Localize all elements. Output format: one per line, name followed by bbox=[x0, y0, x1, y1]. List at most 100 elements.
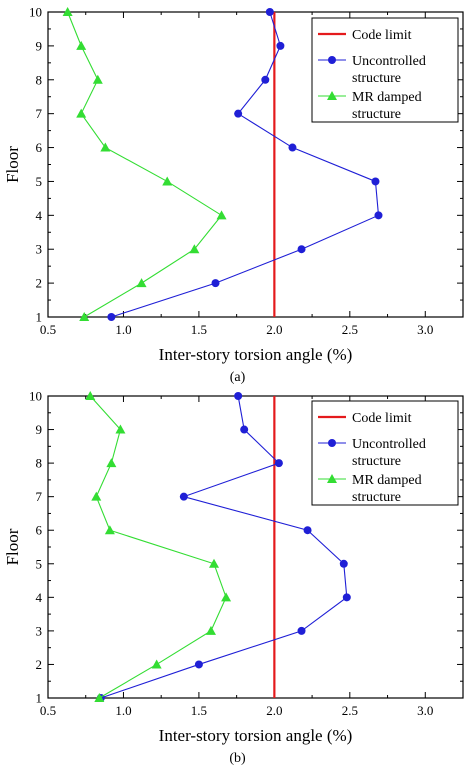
series-line-uncontrolled bbox=[111, 11, 380, 318]
uncontrolled-point-floor-2 bbox=[211, 279, 220, 288]
legend-entry-text: MR damped bbox=[352, 473, 422, 488]
legend-swatch-marker bbox=[327, 91, 337, 100]
mr-damped-point-floor-6 bbox=[104, 525, 115, 535]
mr-damped-point-floor-5 bbox=[162, 176, 173, 186]
mr-damped-point-floor-10 bbox=[85, 391, 96, 400]
y-tick-label: 10 bbox=[29, 5, 42, 20]
legend-box bbox=[311, 17, 459, 123]
uncontrolled-point-floor-4 bbox=[374, 211, 383, 220]
uncontrolled-point-floor-7 bbox=[179, 492, 188, 501]
mr-damped-point-floor-10 bbox=[62, 7, 73, 16]
y-axis-label: Floor bbox=[3, 528, 22, 565]
y-tick-label: 3 bbox=[36, 242, 43, 257]
x-tick-label: 2.5 bbox=[342, 322, 358, 337]
y-tick-label: 3 bbox=[36, 623, 43, 638]
x-tick-label: 1.5 bbox=[191, 703, 207, 718]
uncontrolled-point-floor-5 bbox=[371, 177, 380, 186]
legend-box bbox=[311, 400, 459, 506]
y-tick-label: 2 bbox=[36, 657, 43, 672]
x-tick-label: 3.0 bbox=[417, 322, 433, 337]
x-tick-label: 1.5 bbox=[191, 322, 207, 337]
uncontrolled-point-floor-1 bbox=[107, 313, 116, 321]
uncontrolled-point-floor-7 bbox=[234, 109, 243, 118]
y-tick-label: 8 bbox=[36, 72, 43, 87]
legend-swatch-marker bbox=[328, 56, 336, 64]
mr-damped-point-floor-4 bbox=[216, 210, 227, 220]
x-tick-label: 0.5 bbox=[40, 703, 56, 718]
y-tick-label: 2 bbox=[36, 276, 43, 291]
legend: Code limit Uncontrolled structure MR damped… bbox=[311, 400, 459, 506]
mr-damped-point-floor-1 bbox=[94, 693, 105, 702]
legend-entry-text: Uncontrolled bbox=[352, 437, 426, 452]
mr-damped-point-floor-2 bbox=[136, 278, 147, 288]
y-axis-label: Floor bbox=[3, 146, 22, 183]
y-tick-label: 5 bbox=[36, 556, 43, 571]
y-tick-label: 6 bbox=[36, 140, 43, 155]
y-tick-label: 9 bbox=[36, 422, 43, 437]
uncontrolled-point-floor-10 bbox=[234, 392, 243, 400]
y-tick-label: 5 bbox=[36, 174, 43, 189]
uncontrolled-point-floor-9 bbox=[240, 425, 249, 434]
uncontrolled-point-floor-8 bbox=[261, 75, 270, 84]
chart-a: 0.5 1.0 1.5 2.0 2.5 3.0 1 2 3 4 5 6 7 8 9 10 Inter-story… bbox=[3, 5, 464, 385]
y-tick-label: 7 bbox=[36, 489, 43, 504]
y-tick-label: 7 bbox=[36, 106, 43, 121]
x-tick-label: 3.0 bbox=[417, 703, 433, 718]
mr-damped-point-floor-4 bbox=[221, 592, 232, 602]
uncontrolled-point-floor-9 bbox=[276, 41, 285, 50]
x-tick-label: 0.5 bbox=[40, 322, 56, 337]
mr-damped-point-floor-9 bbox=[115, 424, 126, 434]
legend-entry-text: structure bbox=[352, 490, 401, 505]
uncontrolled-point-floor-4 bbox=[342, 593, 351, 602]
y-tick-label: 4 bbox=[36, 590, 43, 605]
x-tick-label: 2.0 bbox=[266, 703, 282, 718]
x-tick-label: 1.0 bbox=[115, 703, 131, 718]
legend-entry-text: Uncontrolled bbox=[352, 54, 426, 69]
mr-damped-point-floor-6 bbox=[100, 142, 111, 152]
y-tick-label: 1 bbox=[36, 691, 43, 706]
mr-damped-point-floor-8 bbox=[106, 458, 117, 468]
mr-damped-point-floor-9 bbox=[76, 40, 87, 50]
x-tick-label: 1.0 bbox=[115, 322, 131, 337]
mr-damped-point-floor-1 bbox=[79, 312, 90, 321]
uncontrolled-point-floor-3 bbox=[297, 245, 306, 254]
series-line-mr-damped bbox=[67, 11, 223, 318]
y-tick-label: 9 bbox=[36, 38, 43, 53]
uncontrolled-point-floor-8 bbox=[274, 459, 283, 468]
uncontrolled-point-floor-6 bbox=[303, 526, 312, 535]
x-axis-label: Inter-story torsion angle (%) bbox=[159, 345, 353, 364]
uncontrolled-point-floor-5 bbox=[339, 559, 348, 568]
uncontrolled-point-floor-2 bbox=[194, 660, 203, 669]
y-tick-label: 6 bbox=[36, 523, 43, 538]
mr-damped-point-floor-7 bbox=[76, 108, 87, 118]
x-tick-label: 2.5 bbox=[342, 703, 358, 718]
uncontrolled-point-floor-3 bbox=[297, 626, 306, 635]
chart-b: 0.5 1.0 1.5 2.0 2.5 3.0 1 2 3 4 5 6 7 8 9 10 Inter-story… bbox=[3, 389, 464, 766]
uncontrolled-point-floor-10 bbox=[265, 8, 274, 16]
y-tick-label: 8 bbox=[36, 456, 43, 471]
legend-entry-text: structure bbox=[352, 107, 401, 122]
y-tick-label: 4 bbox=[36, 208, 43, 223]
series-line-mr-damped bbox=[89, 395, 227, 699]
uncontrolled-point-floor-6 bbox=[288, 143, 297, 152]
legend-entry-text: Code limit bbox=[352, 411, 412, 426]
legend-entry-text: Code limit bbox=[352, 28, 412, 43]
legend-swatch-marker bbox=[328, 439, 336, 447]
mr-damped-point-floor-5 bbox=[209, 558, 219, 568]
figure-caption: (a) bbox=[230, 370, 246, 385]
legend-swatch-marker bbox=[327, 474, 337, 483]
mr-damped-point-floor-2 bbox=[151, 659, 162, 669]
y-tick-label: 10 bbox=[29, 389, 42, 404]
legend: Code limit Uncontrolled structure MR damped… bbox=[311, 17, 459, 123]
y-tick-label: 1 bbox=[36, 310, 43, 325]
figure-caption: (b) bbox=[229, 751, 246, 766]
x-axis-label: Inter-story torsion angle (%) bbox=[159, 726, 353, 745]
series-line-uncontrolled bbox=[100, 395, 348, 699]
mr-damped-point-floor-3 bbox=[189, 244, 200, 254]
x-tick-label: 2.0 bbox=[266, 322, 282, 337]
legend-entry-text: structure bbox=[352, 71, 401, 86]
legend-entry-text: structure bbox=[352, 454, 401, 469]
legend-entry-text: MR damped bbox=[352, 90, 422, 105]
mr-damped-point-floor-7 bbox=[91, 491, 102, 501]
